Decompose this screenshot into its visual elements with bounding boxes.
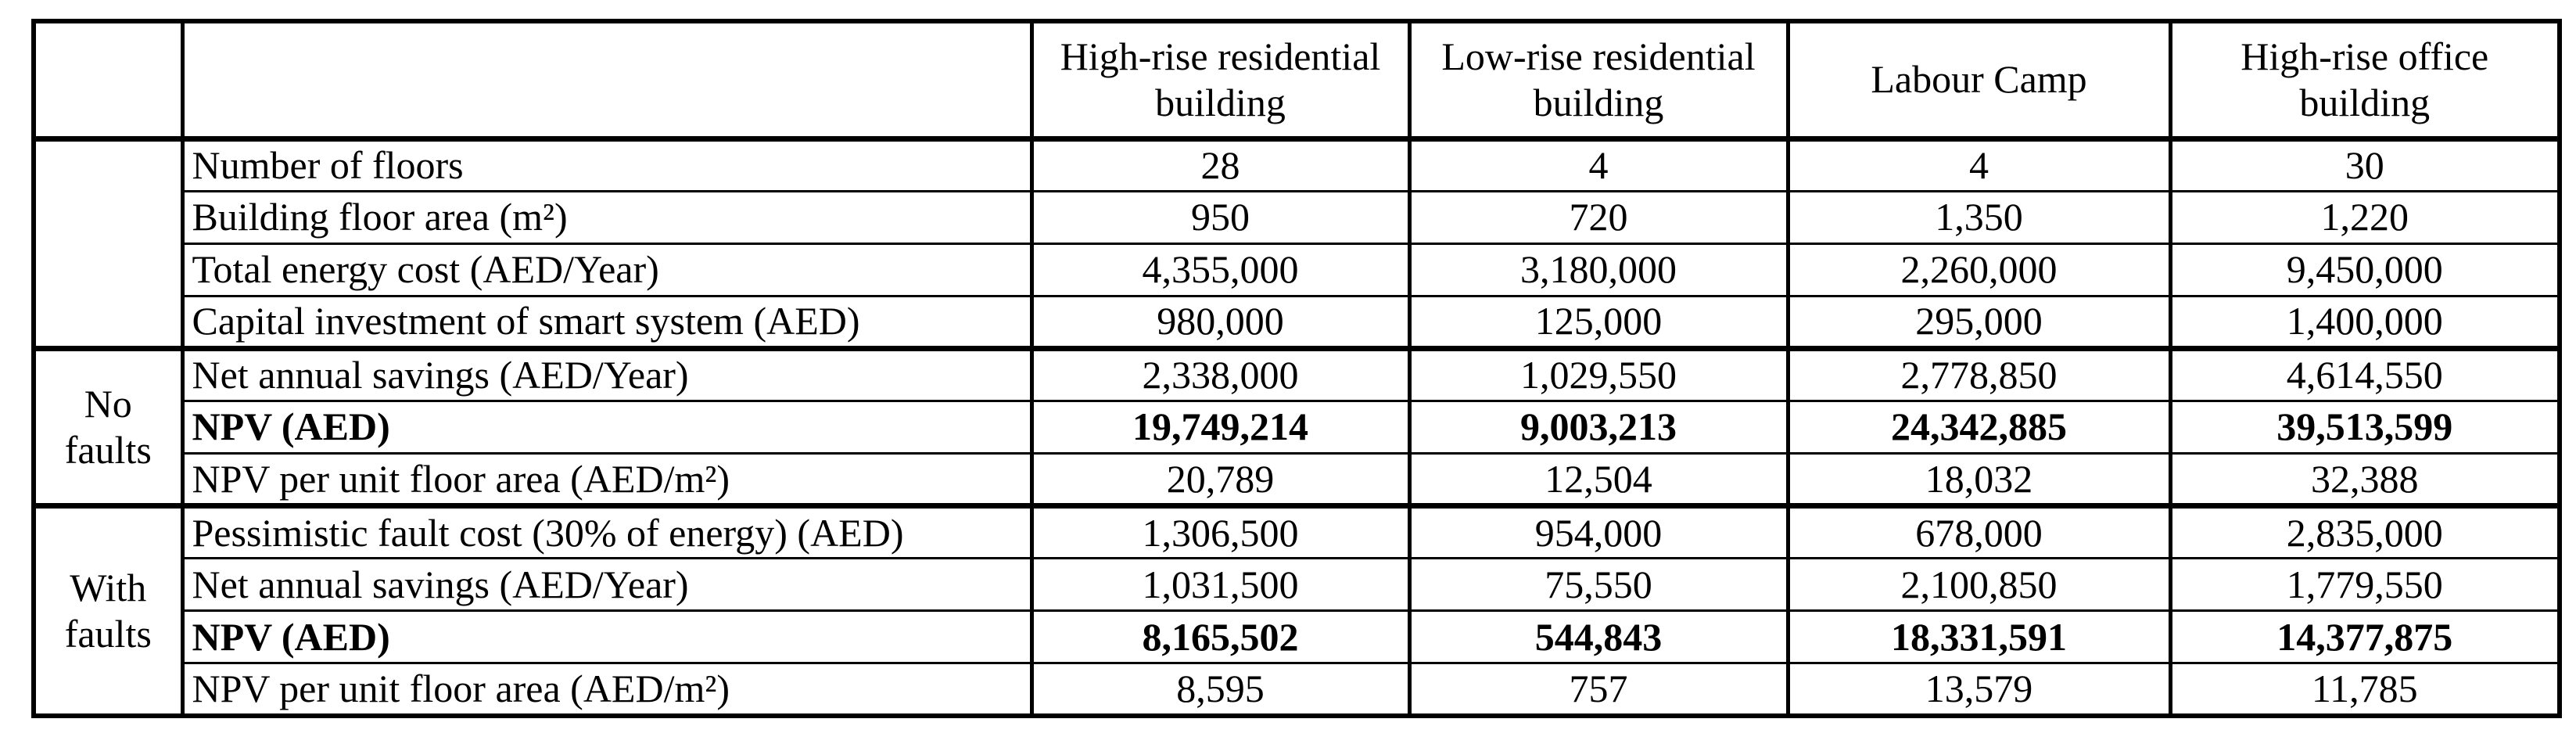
value-cell: 9,003,213	[1407, 399, 1790, 455]
row-label: Number of floors	[180, 135, 1034, 192]
row-net-annual-savings-no-faults: No faults Net annual savings (AED/Year) …	[31, 345, 2562, 508]
value-cell: 24,342,885	[1785, 399, 2172, 455]
row-building-floor-area: Building floor area (m²) 950 720 1,350 1…	[34, 189, 2562, 245]
value-cell: 8,595	[1029, 662, 1412, 717]
row-label: NPV (AED)	[180, 609, 1034, 665]
header-row: High-rise residential building Low-rise …	[31, 20, 2562, 142]
row-label: Total energy cost (AED/Year)	[180, 242, 1034, 297]
group-cell-no-faults: No faults	[31, 345, 185, 508]
row-label: Net annual savings (AED/Year)	[180, 345, 1034, 402]
building-npv-comparison-table: High-rise residential building Low-rise …	[31, 19, 2562, 718]
row-label: NPV per unit floor area (AED/m²)	[180, 451, 1034, 508]
value-cell: 2,100,850	[1785, 557, 2172, 613]
value-cell: 18,331,591	[1785, 609, 2172, 665]
value-cell: 1,306,500	[1029, 503, 1412, 560]
value-cell: 2,260,000	[1785, 242, 2172, 297]
value-cell: 75,550	[1407, 557, 1790, 613]
value-cell: 9,450,000	[2168, 242, 2562, 297]
value-cell: 30	[2168, 135, 2562, 192]
value-cell: 28	[1029, 135, 1412, 192]
row-label: Pessimistic fault cost (30% of energy) (…	[180, 503, 1034, 560]
value-cell: 954,000	[1407, 503, 1790, 560]
row-net-annual-savings-with-faults: Net annual savings (AED/Year) 1,031,500 …	[34, 557, 2562, 613]
group-cell-with-faults: With faults	[31, 503, 185, 717]
value-cell: 3,180,000	[1407, 242, 1790, 297]
value-cell: 1,350	[1785, 189, 2172, 245]
value-cell: 2,778,850	[1785, 345, 2172, 402]
row-number-of-floors: Number of floors 28 4 4 30	[31, 135, 2562, 350]
value-cell: 125,000	[1407, 294, 1790, 350]
header-empty-metric-cell	[180, 20, 1034, 142]
value-cell: 980,000	[1029, 294, 1412, 350]
value-cell: 2,835,000	[2168, 503, 2562, 560]
row-label: NPV per unit floor area (AED/m²)	[180, 662, 1034, 717]
npv-comparison-table-container: High-rise residential building Low-rise …	[31, 19, 2562, 718]
row-label: Building floor area (m²)	[180, 189, 1034, 245]
value-cell: 4,614,550	[2168, 345, 2562, 402]
value-cell: 544,843	[1407, 609, 1790, 665]
value-cell: 4	[1785, 135, 2172, 192]
row-npv-with-faults: NPV (AED) 8,165,502 544,843 18,331,591 1…	[34, 609, 2562, 665]
value-cell: 20,789	[1029, 451, 1412, 508]
header-empty-group-cell	[31, 20, 185, 142]
column-header-low-rise-residential: Low-rise residential building	[1407, 20, 1790, 142]
value-cell: 757	[1407, 662, 1790, 717]
value-cell: 4,355,000	[1029, 242, 1412, 297]
value-cell: 295,000	[1785, 294, 2172, 350]
value-cell: 14,377,875	[2168, 609, 2562, 665]
value-cell: 720	[1407, 189, 1790, 245]
row-total-energy-cost: Total energy cost (AED/Year) 4,355,000 3…	[34, 242, 2562, 297]
row-label: NPV (AED)	[180, 399, 1034, 455]
row-npv-per-unit-with-faults: NPV per unit floor area (AED/m²) 8,595 7…	[34, 662, 2562, 717]
value-cell: 1,029,550	[1407, 345, 1790, 402]
value-cell: 2,338,000	[1029, 345, 1412, 402]
row-label: Capital investment of smart system (AED)	[180, 294, 1034, 350]
value-cell: 1,031,500	[1029, 557, 1412, 613]
value-cell: 12,504	[1407, 451, 1790, 508]
value-cell: 678,000	[1785, 503, 2172, 560]
value-cell: 19,749,214	[1029, 399, 1412, 455]
row-npv-no-faults: NPV (AED) 19,749,214 9,003,213 24,342,88…	[34, 399, 2562, 455]
value-cell: 18,032	[1785, 451, 2172, 508]
row-pessimistic-fault-cost: With faults Pessimistic fault cost (30% …	[31, 503, 2562, 717]
value-cell: 32,388	[2168, 451, 2562, 508]
value-cell: 950	[1029, 189, 1412, 245]
column-header-high-rise-residential: High-rise residential building	[1029, 20, 1412, 142]
column-header-high-rise-office: High-rise office building	[2168, 20, 2562, 142]
value-cell: 39,513,599	[2168, 399, 2562, 455]
value-cell: 1,779,550	[2168, 557, 2562, 613]
value-cell: 8,165,502	[1029, 609, 1412, 665]
column-header-labour-camp: Labour Camp	[1785, 20, 2172, 142]
row-label: Net annual savings (AED/Year)	[180, 557, 1034, 613]
value-cell: 13,579	[1785, 662, 2172, 717]
value-cell: 11,785	[2168, 662, 2562, 717]
group-cell-empty	[31, 135, 185, 350]
value-cell: 1,400,000	[2168, 294, 2562, 350]
value-cell: 1,220	[2168, 189, 2562, 245]
value-cell: 4	[1407, 135, 1790, 192]
row-npv-per-unit-no-faults: NPV per unit floor area (AED/m²) 20,789 …	[34, 451, 2562, 508]
row-capital-investment: Capital investment of smart system (AED)…	[34, 294, 2562, 350]
